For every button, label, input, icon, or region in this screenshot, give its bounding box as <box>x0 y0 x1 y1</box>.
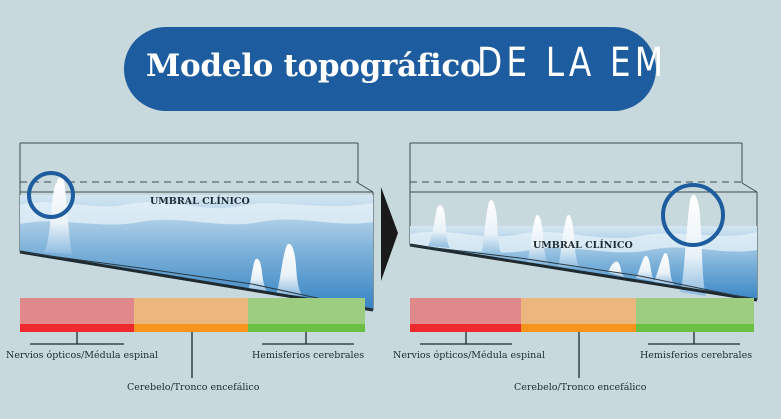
region-cerebral-hemispheres <box>636 298 754 324</box>
peak <box>276 243 303 296</box>
region-edge <box>20 324 138 332</box>
label-optic-spinal: Nervios ópticos/Médula espinal <box>393 350 545 361</box>
region-edge <box>636 324 754 332</box>
base-line <box>409 243 758 302</box>
peak <box>248 258 268 292</box>
peak <box>527 214 549 264</box>
region-optic-spinal <box>410 298 523 324</box>
highlight-circle <box>661 183 725 247</box>
label-cerebellum-brainstem: Cerebelo/Tronco encefálico <box>514 382 647 393</box>
region-edge <box>134 324 250 332</box>
peak <box>608 261 626 278</box>
label-cerebral-hemispheres: Hemisferios cerebrales <box>252 350 365 361</box>
title-banner <box>124 27 656 111</box>
threshold-label: UMBRAL CLÍNICO <box>533 239 633 251</box>
title-main: Modelo topográfico <box>146 48 481 84</box>
peak <box>636 255 656 282</box>
peak <box>558 214 580 268</box>
right-panel: UMBRAL CLÍNICO <box>409 142 758 378</box>
region-optic-spinal <box>20 298 138 324</box>
label-cerebellum-brainstem: Cerebelo/Tronco encefálico <box>127 382 260 393</box>
region-edge <box>410 324 523 332</box>
highlight-circle <box>27 171 75 219</box>
label-cerebral-hemispheres: Hemisferios cerebrales <box>640 350 753 361</box>
region-cerebellum-brainstem <box>134 298 250 324</box>
region-edge <box>521 324 638 332</box>
threshold-label: UMBRAL CLÍNICO <box>150 195 250 207</box>
region-cerebellum-brainstem <box>521 298 638 324</box>
region-edge <box>248 324 365 332</box>
peak <box>481 200 503 256</box>
peak <box>654 252 675 286</box>
left-panel: UMBRAL CLÍNICO <box>19 142 374 378</box>
region-cerebral-hemispheres <box>248 298 365 324</box>
title-accent: DE LA EM <box>477 40 668 86</box>
peak <box>428 205 450 248</box>
label-optic-spinal: Nervios ópticos/Médula espinal <box>6 350 158 361</box>
arrow-icon <box>381 187 398 281</box>
